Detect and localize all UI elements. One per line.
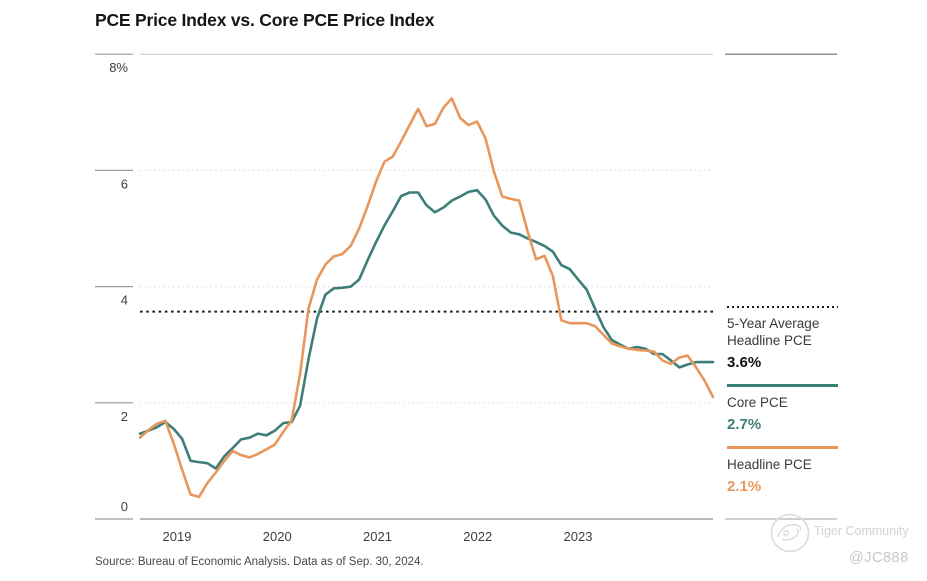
legend-headline-value: 2.1% xyxy=(727,478,762,495)
x-axis-label: 2019 xyxy=(163,529,192,544)
headline-pce-swatch xyxy=(727,446,838,449)
legend: 5-Year Average Headline PCE 3.6% Core PC… xyxy=(727,306,838,508)
source-note: Source: Bureau of Economic Analysis. Dat… xyxy=(95,556,424,568)
legend-item-core: Core PCE 2.7% xyxy=(727,384,838,433)
core-pce-swatch xyxy=(727,384,838,387)
page-title: PCE Price Index vs. Core PCE Price Index xyxy=(95,10,435,30)
x-axis-label: 2023 xyxy=(564,529,593,544)
legend-average-value: 3.6% xyxy=(727,354,762,371)
legend-item-average: 5-Year Average Headline PCE 3.6% xyxy=(727,306,838,371)
x-axis-label: 2022 xyxy=(463,529,492,544)
average-line-swatch xyxy=(727,306,838,308)
core-pce-line xyxy=(138,188,715,470)
legend-average-label-line2: Headline PCE xyxy=(727,333,812,348)
legend-average-label-line1: 5-Year Average xyxy=(727,316,820,331)
legend-item-headline: Headline PCE 2.1% xyxy=(727,446,838,495)
legend-headline-label: Headline PCE xyxy=(727,457,812,472)
tiger-community-logo-icon xyxy=(770,513,810,553)
headline-pce-line xyxy=(138,97,715,499)
x-axis-label: 2020 xyxy=(263,529,292,544)
y-axis-label: 8% xyxy=(109,60,128,75)
legend-core-label: Core PCE xyxy=(727,395,788,410)
y-axis-label: 4 xyxy=(121,293,128,308)
y-axis-label: 0 xyxy=(121,499,128,514)
watermark-community-label: Tiger Community xyxy=(814,524,909,538)
y-axis-label: 2 xyxy=(121,409,128,424)
watermark-user-handle: @JC888 xyxy=(849,550,909,566)
y-axis-label: 6 xyxy=(121,176,128,191)
x-axis-label: 2021 xyxy=(363,529,392,544)
legend-core-value: 2.7% xyxy=(727,416,762,433)
